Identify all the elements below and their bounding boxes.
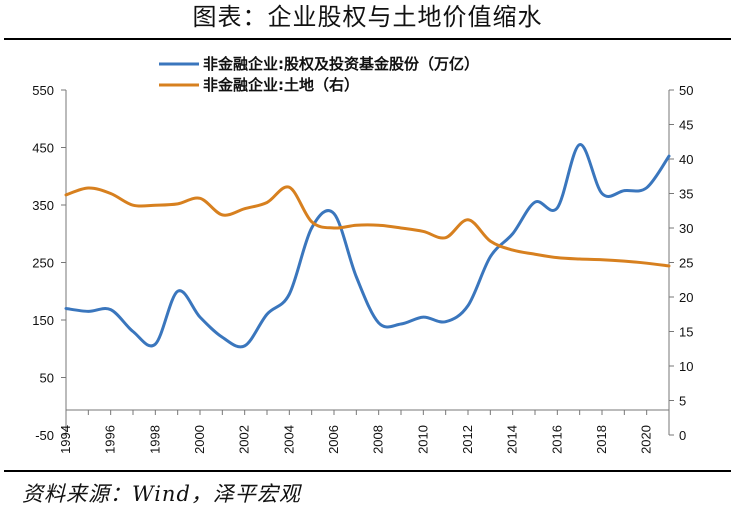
x-tick-label: 2020: [639, 425, 654, 454]
x-tick-label: 2004: [281, 425, 296, 454]
left-tick-label: 350: [32, 198, 54, 213]
x-tick-label: 2008: [371, 425, 386, 454]
x-tick-label: 2012: [460, 425, 475, 454]
x-tick-label: 1994: [58, 425, 73, 454]
bottom-rule: [4, 470, 731, 472]
left-tick-label: -50: [35, 428, 54, 443]
left-tick-label: 150: [32, 313, 54, 328]
right-tick-label: 20: [679, 290, 693, 305]
right-tick-label: 15: [679, 325, 693, 340]
right-tick-label: 0: [679, 428, 686, 443]
right-tick-label: 35: [679, 187, 693, 202]
x-tick-label: 2014: [505, 425, 520, 454]
series-line-land: [64, 185, 671, 268]
right-tick-label: 50: [679, 83, 693, 98]
series-lines: [64, 143, 671, 349]
right-tick-label: 30: [679, 221, 693, 236]
x-tick-label: 2010: [415, 425, 430, 454]
chart-title: 图表：企业股权与土地价值缩水: [192, 3, 543, 31]
x-tick-label: 1996: [103, 425, 118, 454]
left-tick-label: 250: [32, 256, 54, 271]
line-chart: 55045035025015050-5050454035302520151050…: [32, 55, 693, 454]
right-tick-label: 45: [679, 118, 693, 133]
axes: 55045035025015050-5050454035302520151050…: [32, 83, 693, 454]
legend-label: 非金融企业:股权及投资基金股份（万亿）: [203, 55, 479, 73]
top-rule: [4, 38, 731, 40]
right-tick-label: 40: [679, 152, 693, 167]
x-tick-label: 2006: [326, 425, 341, 454]
source-note: 资料来源：Wind，泽平宏观: [22, 482, 301, 506]
left-tick-label: 450: [32, 141, 54, 156]
x-tick-label: 2002: [237, 425, 252, 454]
left-tick-label: 50: [40, 371, 54, 386]
right-tick-label: 10: [679, 359, 693, 374]
left-tick-label: 550: [32, 83, 54, 98]
legend-label: 非金融企业:土地（右）: [203, 76, 359, 94]
series-line-equity: [64, 143, 671, 349]
x-tick-label: 2000: [192, 425, 207, 454]
right-tick-label: 25: [679, 256, 693, 271]
x-tick-label: 1998: [147, 425, 162, 454]
x-tick-label: 2016: [549, 425, 564, 454]
x-tick-label: 2018: [594, 425, 609, 454]
legend: 非金融企业:股权及投资基金股份（万亿） 非金融企业:土地（右）: [159, 55, 479, 94]
right-tick-label: 5: [679, 394, 686, 409]
